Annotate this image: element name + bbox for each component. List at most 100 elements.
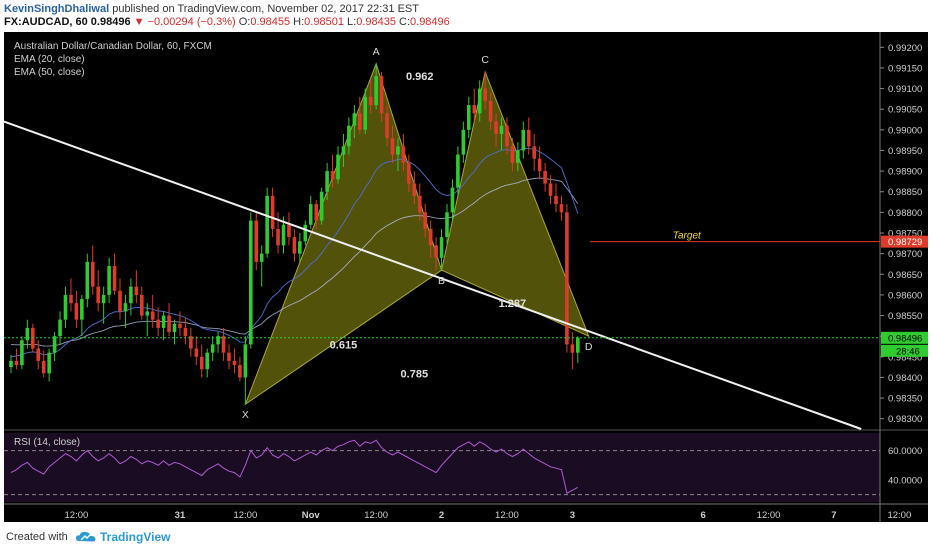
time-tick-label: 6 xyxy=(701,510,706,521)
legend-title: Australian Dollar/Canadian Dollar, 60, F… xyxy=(14,41,212,52)
price-tick-label: 0.98750 xyxy=(888,229,922,240)
candle-body xyxy=(101,294,106,304)
target-price-badge xyxy=(881,235,928,248)
candle-body xyxy=(499,125,504,134)
open-value: 0.98455 xyxy=(250,16,291,28)
chart-area[interactable]: 0.99200 0.99150 0.99100 0.99050 0.99000 0.989… xyxy=(4,32,928,522)
rsi-pane-background xyxy=(4,433,880,502)
candle-body xyxy=(156,319,160,328)
candle-body xyxy=(330,171,335,180)
candle-body xyxy=(189,336,193,349)
candle-body xyxy=(341,146,346,155)
ema50-line xyxy=(10,177,579,347)
rsi-tick-label: 40.0000 xyxy=(888,475,922,486)
time-tick-label: 12:00 xyxy=(495,510,519,521)
candle-body xyxy=(118,290,122,312)
last-price-text: 0.98496 xyxy=(888,333,922,344)
candle-body xyxy=(232,360,237,366)
candle-body xyxy=(221,336,226,353)
candle-body xyxy=(69,294,73,304)
candle-body xyxy=(363,96,368,130)
candle-body xyxy=(161,315,166,328)
candle-body xyxy=(134,286,139,295)
price-tick-label: 0.99100 xyxy=(888,84,922,95)
header-bar: KevinSinghDhaliwal published on TradingV… xyxy=(0,0,932,32)
candle-body xyxy=(483,88,487,101)
tradingview-brand: TradingView xyxy=(100,530,171,544)
ema20-line xyxy=(10,147,579,358)
price-tick-label: 0.98850 xyxy=(888,187,922,198)
candle-body xyxy=(472,105,477,114)
candle-body xyxy=(227,352,231,361)
candle-body xyxy=(303,224,308,242)
target-label: Target xyxy=(673,231,702,242)
pattern-bcd-triangle xyxy=(440,70,590,338)
candle-body xyxy=(270,195,275,229)
time-tick-label: 3 xyxy=(570,510,575,521)
publish-info: published on TradingView.com, November 0… xyxy=(112,3,419,15)
candle-body xyxy=(510,146,515,163)
candle-body xyxy=(488,100,493,122)
candle-body xyxy=(565,212,569,345)
candle-body xyxy=(112,266,117,291)
price-tick-label: 0.99000 xyxy=(888,125,922,136)
candle-body xyxy=(434,245,438,258)
legend-ema20[interactable]: EMA (20, close) xyxy=(14,54,85,65)
time-tick-label: Nov xyxy=(302,510,321,521)
candle-body xyxy=(450,187,455,213)
low-value: 0.98435 xyxy=(356,16,396,28)
trendline[interactable] xyxy=(4,120,862,430)
candle-body xyxy=(167,315,171,333)
chart-svg[interactable]: 0.99200 0.99150 0.99100 0.99050 0.99000 0.989… xyxy=(4,32,928,522)
candle-body xyxy=(63,294,68,320)
tradingview-logo[interactable]: TradingView xyxy=(76,530,170,544)
pattern-point-label: C xyxy=(481,54,489,66)
open-label: O: xyxy=(238,16,251,28)
high-label: H: xyxy=(293,16,305,28)
candle-body xyxy=(548,183,553,196)
quote-line: FX:AUDCAD, 60 0.98496 ▼ −0.00294 (−0.3%)… xyxy=(4,16,450,28)
candle-body xyxy=(140,294,144,316)
candle-body xyxy=(20,340,24,366)
publish-line: KevinSinghDhaliwal published on TradingV… xyxy=(4,3,419,15)
countdown-text: 28:46 xyxy=(896,346,920,357)
author-name[interactable]: KevinSinghDhaliwal xyxy=(4,3,110,15)
candle-body xyxy=(368,96,373,106)
candle-body xyxy=(417,195,422,213)
rsi-legend[interactable]: RSI (14, close) xyxy=(14,437,81,448)
candle-body xyxy=(199,356,204,370)
candle-body xyxy=(407,162,411,184)
candle-body xyxy=(249,220,253,345)
candle-body xyxy=(308,204,313,225)
price-tick-label: 0.98550 xyxy=(888,311,922,322)
price-tick-label: 0.99200 xyxy=(888,43,922,54)
close-value: 0.98496 xyxy=(410,16,450,28)
time-tick-label: 7 xyxy=(831,510,836,521)
candle-body xyxy=(532,146,536,159)
candle-body xyxy=(287,224,291,238)
pattern-point-label: B xyxy=(438,275,445,287)
candle-body xyxy=(576,337,580,353)
candle-body xyxy=(374,76,378,106)
candle-body xyxy=(352,113,357,126)
created-with-text: Created with xyxy=(6,531,68,543)
rsi-line xyxy=(10,439,579,494)
price-tick-label: 0.99150 xyxy=(888,63,922,74)
candle-body xyxy=(183,327,188,337)
candle-body xyxy=(74,303,79,320)
candle-body xyxy=(9,360,13,368)
candle-body xyxy=(47,352,51,374)
legend-ema50[interactable]: EMA (50, close) xyxy=(14,67,85,78)
candle-body xyxy=(129,286,133,304)
fib-ratio-label: 0.785 xyxy=(401,368,429,380)
candle-body xyxy=(314,204,318,221)
candle-body xyxy=(58,319,62,337)
time-tick-label: 12:00 xyxy=(887,510,911,521)
candle-body xyxy=(445,212,449,238)
candle-body xyxy=(559,204,564,213)
low-label: L: xyxy=(347,16,357,28)
price-change: −0.00294 (−0.3%) xyxy=(147,16,236,28)
candle-body xyxy=(423,212,427,229)
candle-body xyxy=(516,150,520,163)
candle-body xyxy=(216,336,220,345)
